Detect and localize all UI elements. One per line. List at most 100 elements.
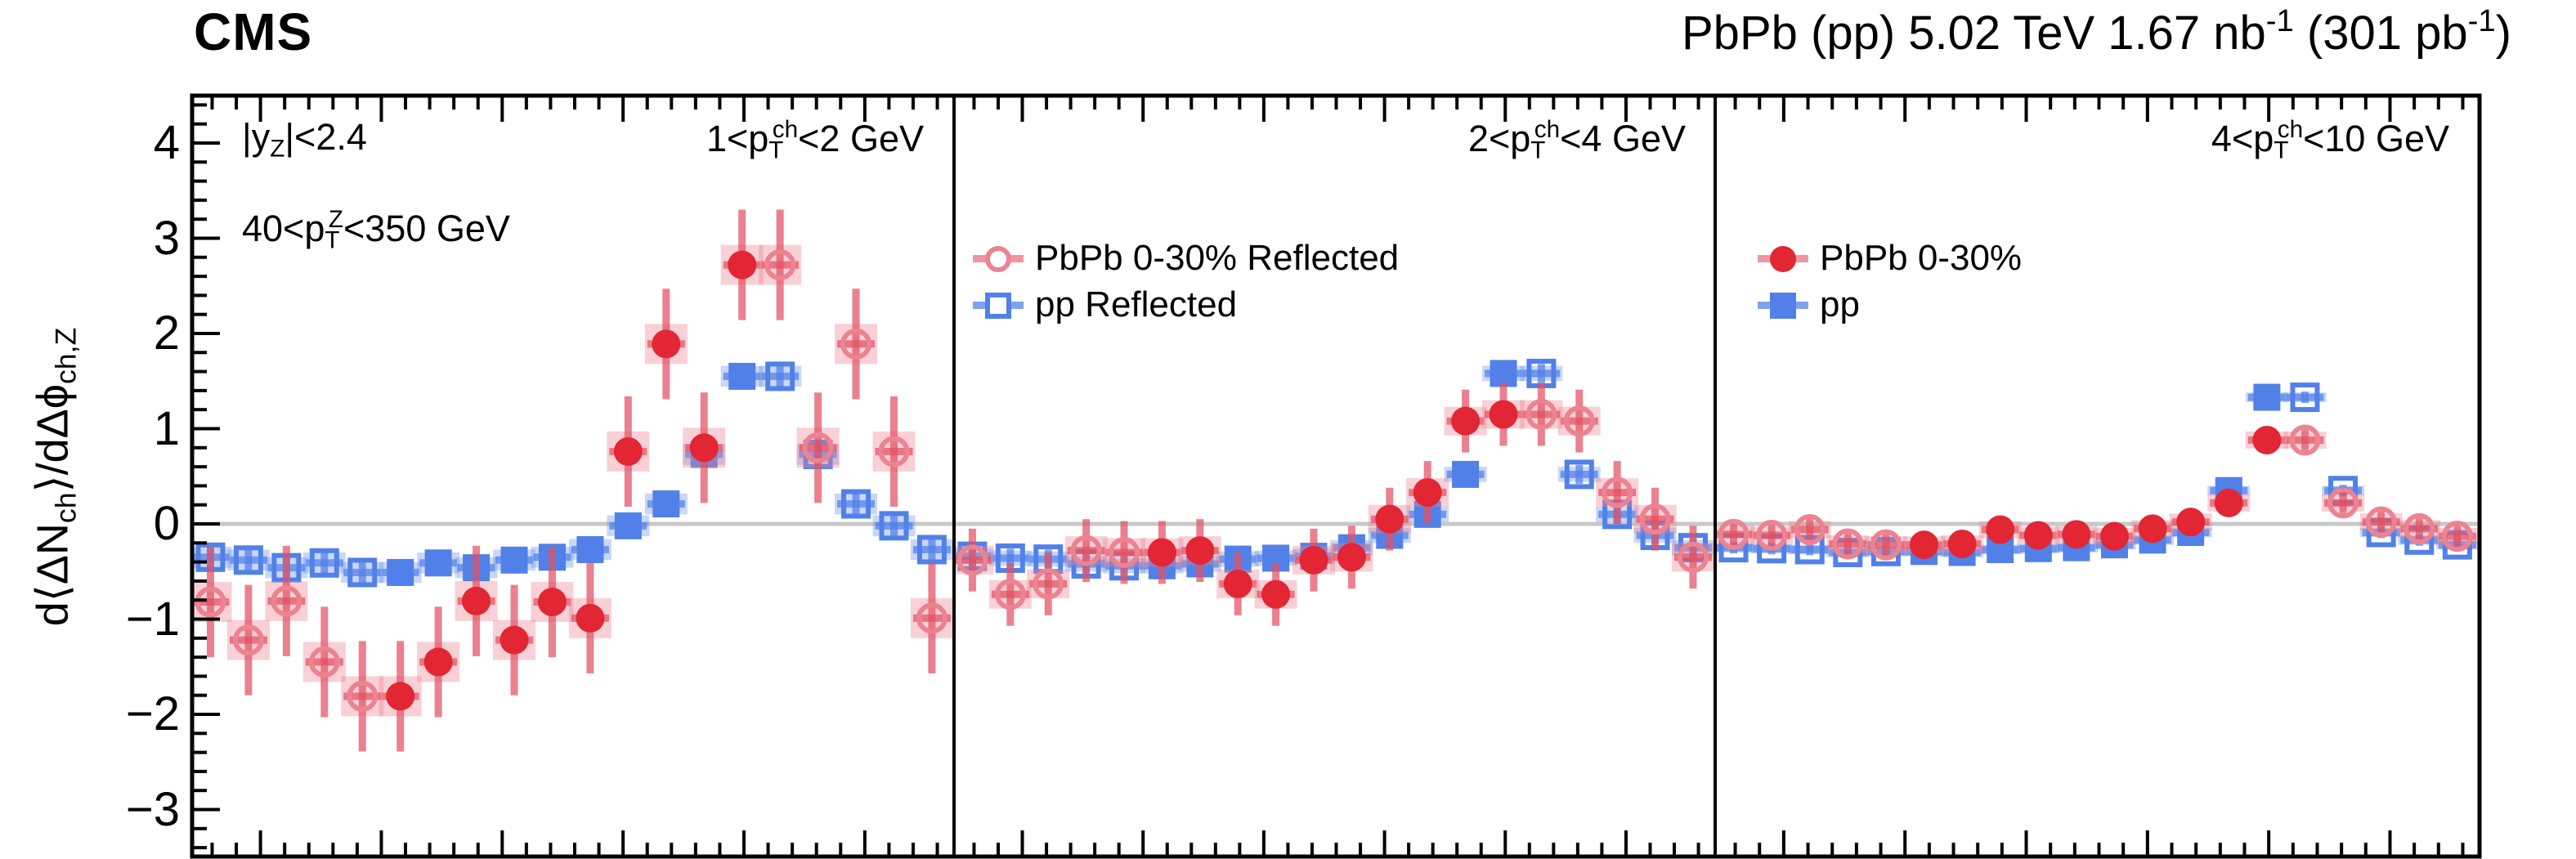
pbpb-point <box>2176 508 2206 537</box>
pbpb-reflected-point <box>2441 521 2473 553</box>
pbpb-point <box>2252 425 2282 454</box>
pp-point <box>2253 383 2281 411</box>
legend-label: pp Reflected <box>1035 284 1238 324</box>
pp-point <box>387 558 414 586</box>
plot-title: PbPb (pp) 5.02 TeV 1.67 nb-1 (301 pb-1) <box>1682 3 2511 60</box>
pp-reflected-point <box>309 548 339 578</box>
pbpb-reflected-point <box>1033 568 1064 600</box>
legend-item: pp <box>1758 281 2022 328</box>
legend-reflected: PbPb 0-30% Reflected pp Reflected <box>973 235 1399 328</box>
pbpb-reflected-point <box>1109 536 1140 568</box>
pbpb-reflected-point <box>308 646 340 678</box>
pbpb-point <box>1147 538 1176 567</box>
pbpb-point <box>462 586 491 615</box>
pbpb-reflected-point <box>347 680 379 712</box>
pbpb-point <box>1413 478 1442 508</box>
pbpb-reflected-point <box>2365 506 2397 538</box>
legend-item: PbPb 0-30% <box>1758 235 2022 281</box>
pbpb-reflected-point <box>1677 541 1709 573</box>
legend-label: pp <box>1820 284 1860 324</box>
plot-frame <box>190 93 2482 859</box>
pp-reflected-point <box>2290 383 2320 413</box>
pbpb-reflected-point <box>2404 512 2435 544</box>
pbpb-reflected-point <box>1639 503 1671 535</box>
legend-item: PbPb 0-30% Reflected <box>973 235 1399 281</box>
cms-label: CMS <box>194 2 313 61</box>
pbpb-point <box>728 250 757 280</box>
legend-main: PbPb 0-30% pp <box>1758 235 2022 328</box>
pp-point <box>500 546 528 574</box>
pbpb-point <box>1375 504 1404 534</box>
circle-open-icon <box>973 242 1024 275</box>
pbpb-point <box>1337 543 1366 572</box>
pbpb-reflected-point <box>802 432 834 463</box>
panel-1 <box>194 209 952 752</box>
pbpb-reflected-point <box>764 249 796 281</box>
circle-filled-icon <box>1758 242 1808 275</box>
pp-point <box>576 535 604 563</box>
pp-point <box>652 490 680 518</box>
pbpb-point <box>2138 514 2167 544</box>
legend-label: PbPb 0-30% Reflected <box>1035 237 1400 278</box>
pbpb-point <box>2023 521 2053 550</box>
pbpb-point <box>1910 530 1939 560</box>
annotation-rapidity: |yZ|<2.4 <box>242 116 367 163</box>
pbpb-reflected-point <box>840 328 872 360</box>
pbpb-point <box>1185 536 1215 566</box>
pbpb-point <box>1223 569 1252 598</box>
pbpb-reflected-point <box>994 579 1026 611</box>
pbpb-point <box>1489 400 1518 429</box>
panel-3 <box>1717 383 2478 567</box>
pp-reflected-point <box>233 545 263 575</box>
pp-point <box>1490 360 1517 387</box>
pp-point <box>1452 460 1480 488</box>
pbpb-reflected-point <box>878 436 910 468</box>
y-tick-label: −3 <box>125 782 180 836</box>
pbpb-point <box>1451 406 1481 436</box>
pbpb-point <box>652 329 681 359</box>
pp-reflected-point <box>765 361 795 391</box>
y-tick-label: −1 <box>125 592 180 646</box>
panel2-pt-range-label: 2<pTch<4 GeV <box>1467 116 1686 164</box>
pbpb-reflected-point <box>1832 528 1864 560</box>
pp-point <box>424 549 452 577</box>
pbpb-reflected-point <box>2289 424 2321 456</box>
y-tick-label: 4 <box>153 116 180 169</box>
pp-reflected-point <box>916 535 947 565</box>
pbpb-point <box>2062 520 2091 549</box>
pbpb-reflected-point <box>956 544 988 576</box>
pp-reflected-point <box>841 489 871 519</box>
pbpb-reflected-point <box>1756 519 1788 551</box>
y-tick-label: 0 <box>153 497 180 550</box>
pbpb-point <box>386 682 415 711</box>
pbpb-point <box>576 603 605 633</box>
pbpb-point <box>500 625 529 655</box>
y-tick-label: 3 <box>153 211 180 265</box>
pbpb-reflected-point <box>1718 518 1749 550</box>
pp-point <box>614 512 642 539</box>
pp-reflected-point <box>879 511 909 541</box>
panel-2 <box>956 358 1714 626</box>
pbpb-point <box>2099 521 2129 551</box>
panel3-pt-range-label: 4<pTch<10 GeV <box>2211 116 2449 164</box>
pbpb-reflected-point <box>1563 405 1595 437</box>
square-open-icon <box>973 289 1024 321</box>
pbpb-reflected-point <box>916 602 948 634</box>
pbpb-reflected-point <box>232 624 264 656</box>
pbpb-point <box>1299 545 1328 575</box>
pbpb-point <box>537 588 567 617</box>
panel1-pt-range-label: 1<pTch<2 GeV <box>706 116 924 164</box>
pbpb-reflected-point <box>1070 535 1102 566</box>
pbpb-reflected-point <box>1870 529 1902 561</box>
pbpb-point <box>1261 579 1291 609</box>
legend-item: pp Reflected <box>973 281 1399 328</box>
y-axis-title: d⟨ΔNch⟩/dΔϕch,Z <box>28 327 83 627</box>
pp-reflected-point <box>1564 459 1594 490</box>
pbpb-reflected-point <box>1794 513 1826 545</box>
y-tick-label: 1 <box>153 401 180 455</box>
y-tick-label: −2 <box>125 687 180 740</box>
pbpb-point <box>1986 515 2015 544</box>
square-filled-icon <box>1758 289 1808 321</box>
